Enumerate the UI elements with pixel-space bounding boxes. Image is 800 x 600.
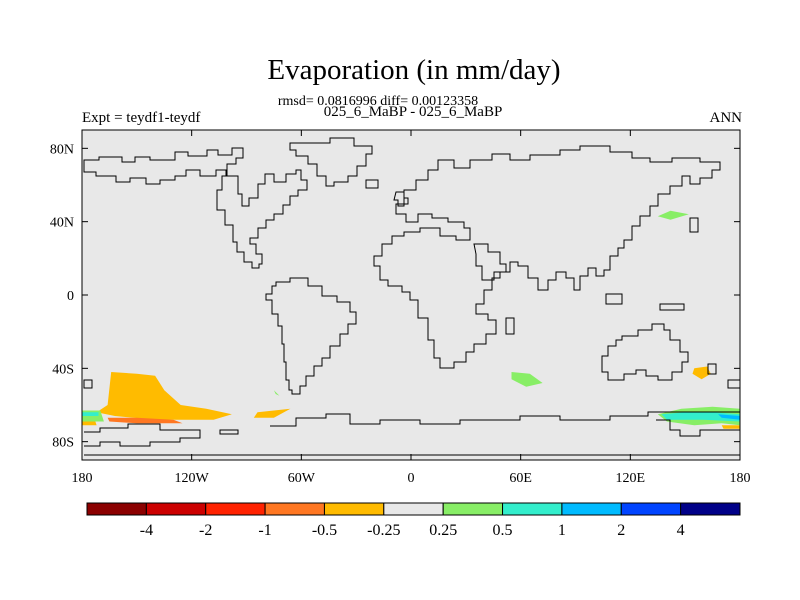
colorbar-box bbox=[502, 502, 563, 516]
x-tick-label: 120E bbox=[616, 471, 646, 486]
y-tick-label: 80N bbox=[50, 142, 74, 157]
chart-subtitle: 025_6_MaBP - 025_6_MaBP bbox=[323, 104, 503, 120]
anomaly-south-pacific-negative bbox=[96, 372, 232, 420]
anomaly-north-pacific-positive bbox=[657, 210, 689, 220]
colorbar-box bbox=[86, 502, 147, 516]
axis-labels: 180 120W 60W 0 60E 120E 180 80N 40N 0 40S 80S bbox=[50, 142, 751, 486]
coastlines bbox=[83, 137, 741, 456]
anomaly-southern-ocean-peak bbox=[718, 414, 740, 420]
coastline-japan bbox=[689, 217, 699, 233]
colorbar-box bbox=[205, 502, 266, 516]
colorbar-box bbox=[145, 502, 207, 516]
y-tick-label: 0 bbox=[67, 289, 74, 304]
anomaly-south-atlantic-west-negative bbox=[253, 408, 291, 418]
anomaly-far-east-negative bbox=[721, 425, 740, 429]
colorbar-box bbox=[561, 502, 622, 516]
season-label: ANN bbox=[709, 110, 743, 126]
x-tick-label: 180 bbox=[730, 471, 751, 486]
coastline-north-america bbox=[83, 147, 308, 269]
colorbar-label: -0.25 bbox=[367, 522, 400, 539]
anomaly-south-pacific-core bbox=[107, 417, 183, 424]
colorbar-box bbox=[442, 502, 504, 516]
coastline-greenland bbox=[289, 137, 373, 187]
x-tick-label: 0 bbox=[408, 471, 415, 486]
colorbar-label: 0.5 bbox=[493, 522, 513, 539]
colorbar-box bbox=[620, 502, 682, 516]
anomaly-dateline-positive-core bbox=[82, 412, 99, 416]
colorbar: -4 -2 -1 -0.5 -0.25 0.25 0.5 1 2 4 bbox=[86, 502, 741, 539]
colorbar-box bbox=[383, 502, 444, 516]
coastline-eurasia-africa bbox=[373, 145, 721, 369]
x-tick-label: 180 bbox=[72, 471, 93, 486]
x-tick-label: 60E bbox=[509, 471, 532, 486]
anomaly-layer bbox=[82, 210, 740, 429]
experiment-label: Expt = teydf1-teydf bbox=[82, 110, 201, 126]
y-tick-label: 40N bbox=[50, 216, 74, 231]
stats-line: rmsd= 0.0816996 diff= 0.00123358 bbox=[277, 94, 479, 109]
y-tick-label: 40S bbox=[52, 362, 74, 377]
colorbar-box bbox=[680, 502, 741, 516]
anomaly-south-indian-positive bbox=[511, 372, 543, 387]
colorbar-label: 2 bbox=[617, 522, 625, 539]
coastline-madagascar bbox=[505, 317, 515, 335]
coastline-new-zealand bbox=[707, 363, 717, 375]
x-tick-label: 60W bbox=[288, 471, 316, 486]
axis-ticks bbox=[81, 130, 741, 460]
coastline-antarctic-east-rim bbox=[656, 419, 740, 437]
colorbar-label: -0.5 bbox=[312, 522, 337, 539]
colorbar-label: 1 bbox=[558, 522, 566, 539]
anomaly-south-atlantic-speck bbox=[273, 390, 280, 396]
chart-title: Evaporation (in mm/day) bbox=[267, 54, 561, 86]
coastline-iceland bbox=[365, 179, 379, 189]
coastline-antarctic-peninsula bbox=[219, 429, 239, 435]
coastline-island-west bbox=[83, 379, 93, 389]
colorbar-box bbox=[264, 502, 325, 516]
colorbar-label: -4 bbox=[140, 522, 153, 539]
colorbar-label: 0.25 bbox=[429, 522, 457, 539]
anomaly-east-australia-negative bbox=[692, 366, 711, 380]
coastline-new-guinea bbox=[659, 303, 685, 311]
coastline-indonesia bbox=[605, 293, 623, 305]
coastline-australia bbox=[601, 323, 689, 381]
y-tick-label: 80S bbox=[52, 436, 74, 451]
colorbar-box bbox=[323, 502, 385, 516]
coastline-south-america bbox=[265, 277, 357, 395]
x-tick-label: 120W bbox=[175, 471, 210, 486]
map-background bbox=[82, 130, 740, 460]
colorbar-label: -2 bbox=[199, 522, 212, 539]
colorbar-label: 4 bbox=[677, 522, 685, 539]
coastline-arabia bbox=[473, 243, 507, 281]
colorbar-label: -1 bbox=[258, 522, 271, 539]
